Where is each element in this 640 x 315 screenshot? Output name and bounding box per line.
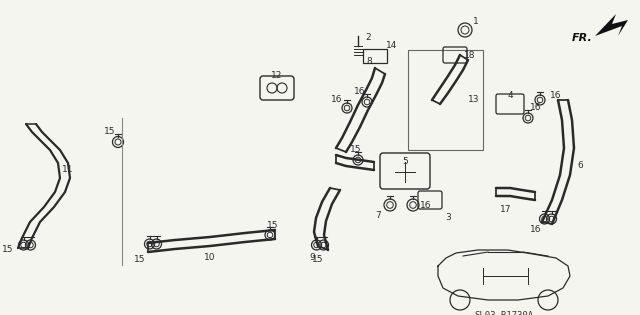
Text: 3: 3 xyxy=(445,214,451,222)
Text: 15: 15 xyxy=(104,128,116,136)
Text: 15: 15 xyxy=(134,255,146,265)
Text: 16: 16 xyxy=(355,88,365,96)
Text: 15: 15 xyxy=(312,255,324,265)
Text: 14: 14 xyxy=(387,42,397,50)
Text: 10: 10 xyxy=(204,254,216,262)
Text: 9: 9 xyxy=(309,254,315,262)
Text: 17: 17 xyxy=(500,205,512,215)
Text: 16: 16 xyxy=(531,104,541,112)
Text: 16: 16 xyxy=(531,226,541,234)
Text: 18: 18 xyxy=(464,50,476,60)
Text: 7: 7 xyxy=(375,210,381,220)
Bar xyxy=(363,49,387,63)
Text: 5: 5 xyxy=(402,158,408,167)
Text: 12: 12 xyxy=(271,72,283,81)
Text: 16: 16 xyxy=(332,95,343,105)
Text: 6: 6 xyxy=(577,161,583,169)
Text: 15: 15 xyxy=(268,220,279,230)
Text: FR.: FR. xyxy=(572,33,593,43)
Text: 13: 13 xyxy=(468,95,480,105)
Text: 11: 11 xyxy=(62,165,74,175)
Text: 2: 2 xyxy=(365,33,371,43)
Polygon shape xyxy=(595,14,628,36)
Bar xyxy=(408,50,483,150)
Text: 1: 1 xyxy=(473,18,479,26)
Text: 4: 4 xyxy=(507,90,513,100)
Text: 15: 15 xyxy=(3,245,13,255)
Text: SL03-B1730A: SL03-B1730A xyxy=(474,312,534,315)
Text: 16: 16 xyxy=(420,201,432,209)
Text: 16: 16 xyxy=(550,91,562,100)
Text: 8: 8 xyxy=(366,58,372,66)
Text: 15: 15 xyxy=(350,146,362,154)
